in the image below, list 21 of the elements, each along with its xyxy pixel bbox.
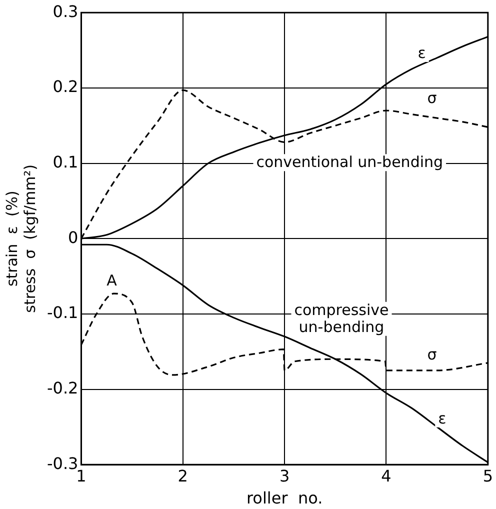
- y-axis-title: strain ε (%) stress σ (kgf/mm²): [2, 164, 39, 313]
- y-tick-label: -0.1: [47, 303, 78, 322]
- annotation: conventional un-bending: [256, 153, 444, 172]
- x-tick-label: 1: [76, 466, 86, 486]
- annotation: A: [106, 271, 118, 290]
- y-tick-label: 0.2: [52, 77, 78, 96]
- x-tick-label: 4: [381, 466, 392, 486]
- annotation: σ: [427, 89, 438, 108]
- annotation: ε: [418, 44, 426, 62]
- y-tick-label: -0.2: [47, 378, 78, 398]
- y-tick-label: 0.3: [52, 2, 78, 21]
- annotation: ε: [438, 409, 446, 428]
- x-tick-label: 2: [178, 466, 188, 486]
- x-axis-title: roller no.: [246, 488, 323, 508]
- annotation: σ: [427, 345, 438, 364]
- y-tick-label: -0.3: [47, 454, 78, 473]
- x-tick-label: 3: [279, 466, 290, 486]
- y-tick-label: 0.1: [52, 152, 78, 172]
- annotation: compressive un-bending: [294, 300, 389, 336]
- y-tick-label: 0: [68, 228, 78, 247]
- x-tick-label: 5: [482, 466, 494, 486]
